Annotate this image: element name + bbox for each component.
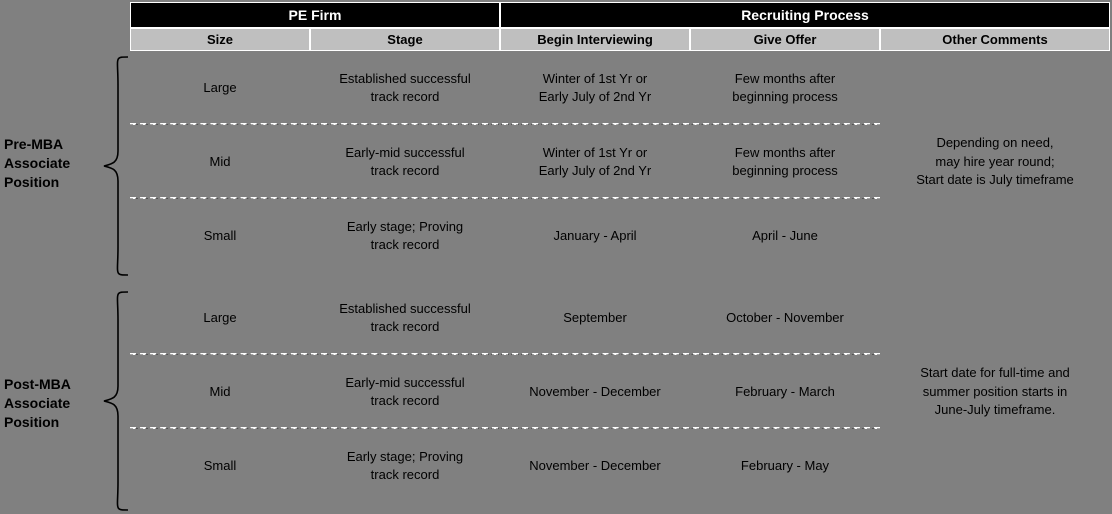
- curly-bracket-icon: [100, 55, 130, 277]
- label-line: Position: [4, 174, 59, 190]
- cell-stage: Early-mid successfultrack record: [310, 125, 500, 199]
- curly-bracket-icon: [100, 290, 130, 512]
- label-line: Post-MBA: [4, 376, 71, 392]
- cell-begin: January - April: [500, 199, 690, 273]
- cell-give: Few months afterbeginning process: [690, 125, 880, 199]
- cell-give: Few months afterbeginning process: [690, 51, 880, 125]
- header-other: Other Comments: [880, 28, 1110, 51]
- cell-give: February - March: [690, 355, 880, 429]
- header-pe-firm: PE Firm: [130, 2, 500, 28]
- label-line: Position: [4, 414, 59, 430]
- header-row-groups: PE Firm Recruiting Process: [130, 2, 1110, 28]
- table: PE Firm Recruiting Process Size Stage Be…: [130, 2, 1110, 503]
- header-give: Give Offer: [690, 28, 880, 51]
- cell-size: Large: [130, 51, 310, 125]
- header-row-columns: Size Stage Begin Interviewing Give Offer…: [130, 28, 1110, 51]
- section-label-post-mba: Post-MBA Associate Position: [4, 375, 109, 432]
- cell-begin: November - December: [500, 355, 690, 429]
- cell-give: February - May: [690, 429, 880, 503]
- label-line: Associate: [4, 395, 70, 411]
- header-begin: Begin Interviewing: [500, 28, 690, 51]
- cell-begin: September: [500, 281, 690, 355]
- cell-begin: Winter of 1st Yr orEarly July of 2nd Yr: [500, 51, 690, 125]
- cell-stage: Early stage; Provingtrack record: [310, 199, 500, 273]
- label-line: Associate: [4, 155, 70, 171]
- section-label-pre-mba: Pre-MBA Associate Position: [4, 135, 109, 192]
- cell-give: October - November: [690, 281, 880, 355]
- cell-other-comments: Depending on need,may hire year round;St…: [880, 51, 1110, 273]
- cell-other-comments: Start date for full-time andsummer posit…: [880, 281, 1110, 503]
- cell-stage: Established successfultrack record: [310, 51, 500, 125]
- cell-size: Mid: [130, 355, 310, 429]
- cell-begin: November - December: [500, 429, 690, 503]
- cell-begin: Winter of 1st Yr orEarly July of 2nd Yr: [500, 125, 690, 199]
- cell-size: Small: [130, 199, 310, 273]
- cell-stage: Early stage; Provingtrack record: [310, 429, 500, 503]
- cell-stage: Established successfultrack record: [310, 281, 500, 355]
- header-size: Size: [130, 28, 310, 51]
- cell-stage: Early-mid successfultrack record: [310, 355, 500, 429]
- page: PE Firm Recruiting Process Size Stage Be…: [0, 0, 1112, 514]
- section-pre-mba: Large Established successfultrack record…: [130, 51, 1110, 273]
- cell-size: Large: [130, 281, 310, 355]
- section-post-mba: Large Established successfultrack record…: [130, 281, 1110, 503]
- label-line: Pre-MBA: [4, 136, 63, 152]
- header-stage: Stage: [310, 28, 500, 51]
- cell-size: Mid: [130, 125, 310, 199]
- header-recruiting: Recruiting Process: [500, 2, 1110, 28]
- cell-size: Small: [130, 429, 310, 503]
- cell-give: April - June: [690, 199, 880, 273]
